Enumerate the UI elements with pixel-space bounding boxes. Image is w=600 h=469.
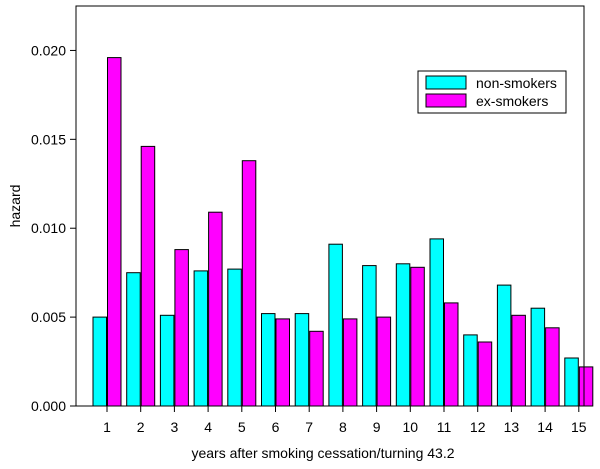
- legend-swatch-ex-smokers: [425, 93, 467, 108]
- bars-group: [92, 57, 594, 407]
- bar-ex-smokers-13: [511, 314, 526, 407]
- x-tick-label: 9: [373, 419, 381, 435]
- bar-ex-smokers-3: [174, 249, 189, 407]
- x-axis-label: years after smoking cessation/turning 43…: [191, 445, 454, 461]
- legend-label-ex-smokers: ex-smokers: [476, 93, 548, 109]
- bar-non-smokers-12: [463, 334, 478, 407]
- bar-ex-smokers-8: [342, 318, 358, 407]
- plot-frame: [75, 5, 585, 407]
- x-tick-label: 12: [470, 419, 486, 435]
- bar-ex-smokers-1: [107, 57, 122, 407]
- bar-non-smokers-6: [261, 313, 276, 407]
- x-tick-label: 15: [571, 419, 587, 435]
- bar-ex-smokers-7: [309, 330, 324, 407]
- bar-ex-smokers-5: [241, 160, 257, 407]
- y-tick-label: 0.020: [31, 42, 66, 58]
- bar-non-smokers-7: [294, 313, 310, 407]
- x-tick-label: 6: [272, 419, 280, 435]
- x-tick-label: 5: [238, 419, 246, 435]
- bar-ex-smokers-11: [444, 302, 459, 407]
- x-tick-label: 7: [305, 419, 313, 435]
- bar-ex-smokers-12: [477, 341, 493, 407]
- bar-ex-smokers-6: [275, 318, 290, 407]
- y-tick-label: 0.010: [31, 220, 66, 236]
- bar-non-smokers-8: [328, 243, 343, 407]
- bar-ex-smokers-4: [208, 211, 223, 407]
- x-ticks: 1 2 3 4 5 6 7 8 9 10 11 12 13 14 15: [103, 406, 587, 435]
- y-tick-label: 0.005: [31, 309, 66, 325]
- x-tick-label: 14: [537, 419, 553, 435]
- bar-ex-smokers-14: [545, 327, 560, 407]
- x-tick-label: 4: [204, 419, 212, 435]
- legend: non-smokers ex-smokers: [417, 70, 567, 114]
- legend-label-non-smokers: non-smokers: [476, 75, 557, 91]
- y-tick-label: 0.015: [31, 131, 66, 147]
- x-tick-label: 3: [171, 419, 179, 435]
- bar-ex-smokers-2: [140, 145, 156, 407]
- bar-ex-smokers-9: [376, 316, 392, 407]
- y-axis-label: hazard: [7, 185, 23, 228]
- bar-non-smokers-15: [564, 357, 579, 407]
- bar-non-smokers-13: [496, 284, 512, 407]
- legend-swatch-non-smokers: [425, 75, 467, 90]
- bar-non-smokers-5: [227, 268, 242, 407]
- x-tick-label: 13: [504, 419, 520, 435]
- y-tick-label: 0.000: [31, 398, 66, 414]
- bar-non-smokers-10: [395, 263, 411, 407]
- bar-non-smokers-3: [159, 314, 175, 407]
- bar-non-smokers-2: [126, 272, 141, 407]
- bar-ex-smokers-15: [578, 366, 594, 407]
- x-tick-label: 11: [437, 419, 452, 435]
- x-tick-label: 2: [137, 419, 145, 435]
- bar-non-smokers-1: [92, 316, 107, 407]
- bar-non-smokers-11: [429, 238, 444, 407]
- x-tick-label: 1: [103, 419, 111, 435]
- bar-ex-smokers-10: [410, 266, 425, 407]
- bar-non-smokers-4: [193, 270, 209, 407]
- bar-non-smokers-14: [530, 307, 546, 407]
- x-tick-label: 10: [403, 419, 419, 435]
- y-ticks: 0.000 0.005 0.010 0.015 0.020: [31, 42, 76, 414]
- bar-non-smokers-9: [362, 265, 377, 407]
- x-tick-label: 8: [339, 419, 347, 435]
